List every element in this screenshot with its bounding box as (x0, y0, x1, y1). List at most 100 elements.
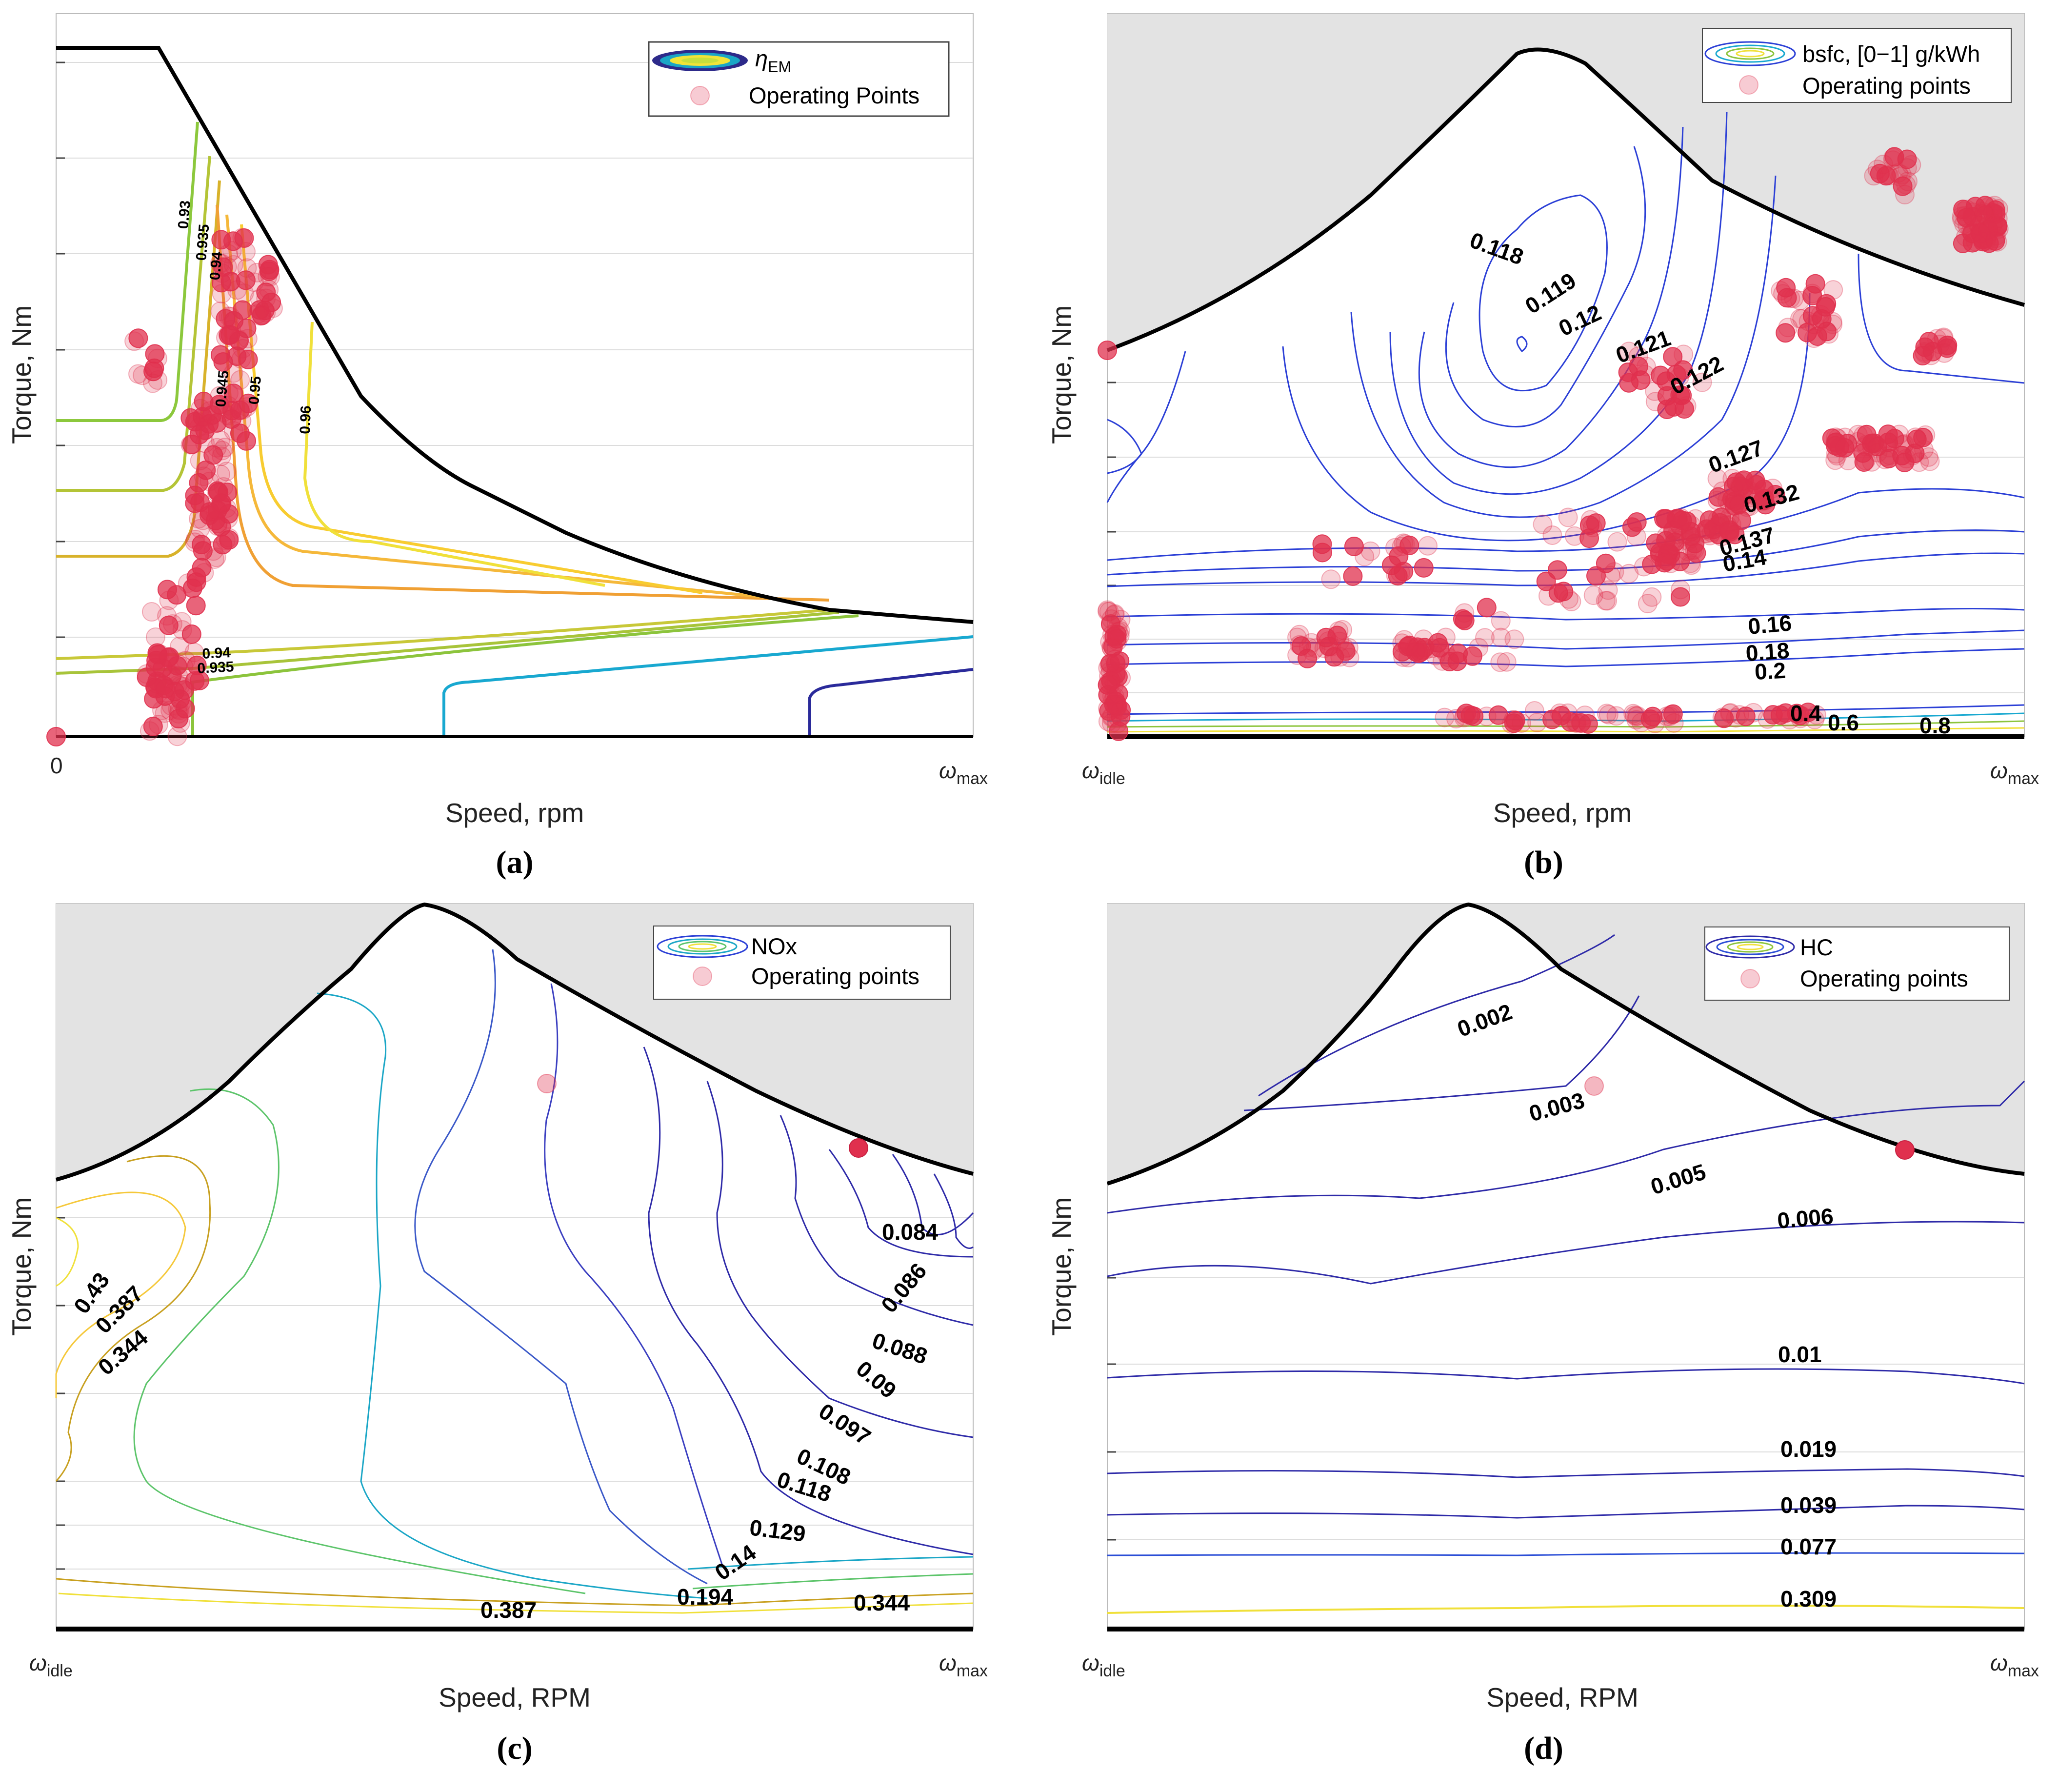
legend-label-hc: HC (1800, 934, 1833, 960)
gridlines (56, 1217, 973, 1570)
operating-point (1719, 522, 1739, 542)
operating-point (1985, 231, 2005, 251)
operating-point (1758, 709, 1778, 729)
contour-line (56, 121, 199, 422)
contour-label: 0.309 (1780, 1586, 1837, 1611)
operating-point (1692, 372, 1712, 392)
x-tick-label: ωmax (1990, 758, 2039, 788)
contour-line (216, 204, 830, 602)
operating-point (1584, 1076, 1604, 1096)
operating-point (1291, 636, 1311, 656)
operating-point (1916, 425, 1936, 445)
operating-point (256, 288, 276, 308)
contour-line (1258, 934, 1615, 1097)
contour-line (779, 1115, 974, 1326)
operating-point (1626, 526, 1646, 546)
contour-swatch-icon (657, 935, 748, 958)
operating-point (1504, 713, 1524, 733)
operating-point (1542, 525, 1562, 545)
operating-point (1430, 638, 1450, 658)
operating-point (1600, 565, 1620, 585)
operating-point (1712, 707, 1732, 727)
operating-point (1896, 175, 1916, 195)
caption-c: (c) (497, 1731, 533, 1766)
operating-point (210, 253, 230, 273)
contour-line (58, 1592, 974, 1614)
operating-point (187, 655, 207, 675)
contour-line (1107, 1468, 2025, 1478)
operating-point (1098, 341, 1117, 360)
operating-point (211, 230, 231, 250)
operating-point (1598, 580, 1618, 600)
contour-line (808, 668, 974, 737)
operating-point (1955, 206, 1975, 226)
operating-point (1798, 703, 1818, 723)
operating-point (1490, 652, 1510, 672)
operating-point (1597, 704, 1617, 724)
operating-point (1475, 628, 1495, 648)
operating-point (46, 727, 66, 746)
caption-b: (b) (1524, 845, 1563, 880)
operating-point (537, 1074, 557, 1093)
operating-point (148, 644, 168, 664)
operating-point (252, 305, 272, 325)
operating-point (1657, 371, 1677, 391)
operating-point (1536, 571, 1556, 591)
operating-point (233, 400, 253, 420)
operating-points-b (1098, 147, 2009, 741)
contour-line (303, 322, 605, 587)
operating-point (1596, 591, 1616, 611)
operating-point (1914, 440, 1934, 460)
operating-point (234, 228, 254, 248)
operating-point (1707, 469, 1727, 488)
operating-point (1883, 150, 1903, 170)
operating-point (167, 726, 187, 746)
operating-point (213, 352, 233, 372)
contour-label: 0.006 (1776, 1203, 1834, 1233)
operating-point (196, 460, 216, 480)
contour-line (933, 1173, 974, 1249)
operating-point (1360, 541, 1380, 561)
contour-label: 0.344 (854, 1590, 910, 1615)
contour-label: 0.95 (246, 376, 264, 405)
operating-point (200, 401, 220, 421)
operating-point (1892, 445, 1912, 465)
contour-label: 0.935 (197, 659, 235, 677)
operating-point (1934, 343, 1954, 363)
operating-point (1668, 508, 1688, 528)
contour-line (191, 614, 859, 737)
operating-point (1344, 537, 1364, 556)
operating-point (244, 272, 264, 292)
operating-point (1579, 515, 1599, 535)
operating-point (1642, 554, 1662, 574)
contour-labels-a: 0.93 0.935 0.94 0.945 0.95 0.96 0.94 0.9… (175, 200, 314, 677)
legend-label-eta: ηEM (755, 45, 791, 76)
operating-point (1806, 705, 1826, 725)
operating-point (1389, 546, 1409, 566)
legend-label-bsfc: bsfc, [0−1] g/kWh (1802, 41, 1980, 67)
operating-point (143, 373, 163, 393)
contour-label: 0.2 (1754, 658, 1787, 685)
operating-point (1743, 703, 1763, 723)
contour-line (1107, 419, 1142, 474)
contour-line (56, 611, 839, 675)
operating-point (1435, 707, 1455, 727)
operating-point (1497, 652, 1517, 672)
y-ticks (1107, 1277, 1116, 1541)
operating-point (1898, 171, 1918, 191)
operating-point (1627, 512, 1647, 532)
max-torque-boundary (56, 46, 974, 624)
contour-line (1350, 175, 1777, 518)
contour-line (1389, 112, 1728, 495)
operating-point (1312, 534, 1332, 554)
operating-point (128, 328, 148, 348)
contour-label: 0.93 (175, 200, 194, 230)
operating-point (1897, 158, 1917, 178)
contour-swatch-icon (1704, 41, 1796, 66)
operating-point (1746, 475, 1766, 495)
operating-point (1414, 558, 1434, 578)
operating-point (1895, 185, 1915, 204)
operating-point (1884, 147, 1904, 167)
contour-lines (56, 121, 974, 737)
operating-point (145, 344, 165, 364)
